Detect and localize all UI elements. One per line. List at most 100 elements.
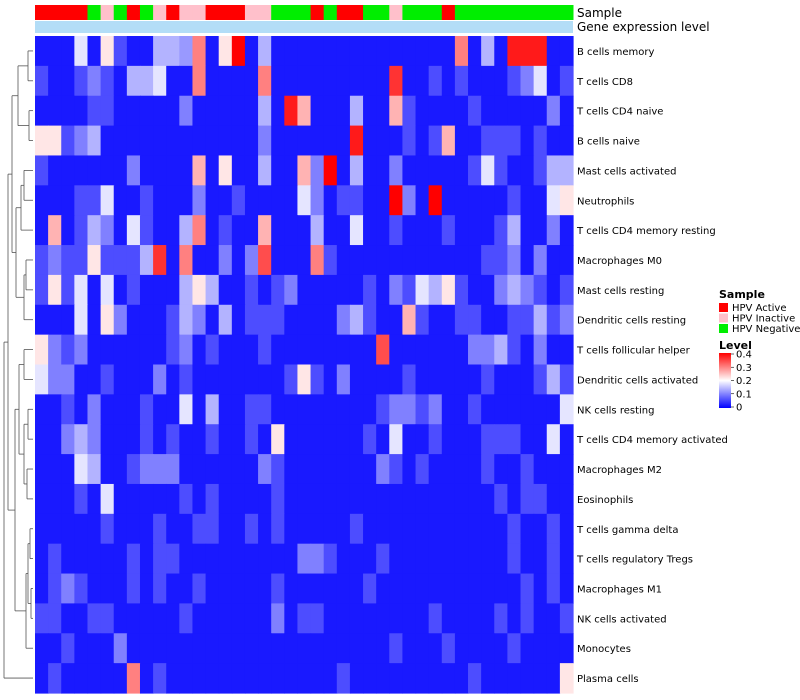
row-label: T cells CD4 memory activated	[576, 435, 728, 446]
heatmap-cell	[441, 364, 456, 395]
heatmap-cell	[468, 573, 482, 605]
row-label: NK cells resting	[577, 405, 654, 416]
heatmap-cell	[126, 65, 141, 97]
heatmap-cell	[494, 65, 508, 97]
heatmap-cell	[323, 573, 338, 605]
heatmap-cell	[218, 513, 233, 545]
heatmap-cell	[35, 125, 49, 157]
heatmap-cell	[389, 483, 404, 515]
heatmap-cell	[244, 633, 259, 664]
heatmap-cell	[74, 364, 89, 395]
level-tick-label: 0.1	[736, 389, 752, 400]
heatmap-cell	[454, 364, 469, 395]
heatmap-cell	[533, 424, 548, 455]
heatmap-cell	[310, 543, 325, 575]
heatmap-cell	[153, 573, 167, 605]
heatmap-cell	[468, 215, 482, 246]
heatmap-cell	[415, 424, 430, 455]
heatmap-cell	[231, 543, 246, 575]
heatmap-cell	[192, 36, 207, 67]
heatmap-cell	[218, 633, 233, 664]
heatmap-cell	[520, 155, 535, 186]
heatmap-cell	[310, 95, 325, 127]
heatmap-cell	[546, 513, 561, 545]
heatmap-cell	[284, 155, 299, 186]
heatmap-cell	[74, 424, 89, 455]
heatmap-cell	[402, 36, 417, 67]
heatmap-cell	[139, 603, 154, 634]
heatmap-cell	[48, 573, 62, 605]
heatmap-cell	[310, 155, 325, 186]
heatmap-cell	[48, 394, 62, 425]
heatmap-cell	[113, 36, 128, 67]
row-label: Macrophages M1	[577, 584, 662, 595]
heatmap-cell	[297, 573, 312, 605]
heatmap-cell	[481, 364, 495, 395]
heatmap-cell	[244, 483, 259, 515]
heatmap-cell	[205, 334, 220, 366]
heatmap-cell	[494, 603, 508, 634]
heatmap-cell	[61, 95, 75, 127]
heatmap-cell	[376, 274, 390, 306]
heatmap-cell	[166, 245, 180, 276]
heatmap-cell	[166, 185, 180, 216]
heatmap-cell	[218, 394, 233, 425]
heatmap-cell	[389, 245, 404, 276]
heatmap-cell	[61, 483, 75, 515]
heatmap-cell	[310, 424, 325, 455]
sample-legend-label: HPV Negative	[732, 324, 800, 335]
heatmap-cell	[559, 334, 574, 366]
heatmap-cell	[48, 36, 62, 67]
heatmap-cell	[297, 185, 312, 216]
sample-legend-swatch	[719, 324, 728, 333]
heatmap-cell	[258, 274, 272, 306]
heatmap-cell	[559, 663, 574, 694]
heatmap-cell	[507, 394, 522, 425]
heatmap-cell	[35, 95, 49, 127]
heatmap-cell	[507, 36, 522, 67]
heatmap-cell	[297, 543, 312, 575]
heatmap-cell	[284, 215, 299, 246]
heatmap-cell	[126, 424, 141, 455]
heatmap-cell	[428, 304, 443, 336]
heatmap-cell	[113, 215, 128, 246]
heatmap-cell	[349, 274, 364, 306]
heatmap-cell	[520, 274, 535, 306]
row-label: T cells CD4 memory resting	[576, 226, 716, 237]
heatmap-cell	[139, 185, 154, 216]
heatmap-cell	[363, 454, 377, 485]
heatmap-cell	[494, 364, 508, 395]
heatmap-cell	[336, 36, 351, 67]
heatmap-cell	[336, 95, 351, 127]
heatmap-cell	[363, 155, 377, 186]
heatmap-cell	[258, 95, 272, 127]
heatmap-cell	[297, 36, 312, 67]
heatmap-cell	[166, 36, 180, 67]
heatmap-cell	[507, 215, 522, 246]
heatmap-cell	[533, 304, 548, 336]
heatmap-cell	[507, 185, 522, 216]
heatmap-cell	[428, 603, 443, 634]
heatmap-cell	[323, 483, 338, 515]
heatmap-cell	[218, 304, 233, 336]
heatmap-cell	[323, 155, 338, 186]
heatmap-cell	[310, 36, 325, 67]
heatmap-cell	[376, 424, 390, 455]
heatmap-cell	[376, 633, 390, 664]
heatmap-cell	[271, 573, 285, 605]
heatmap-cell	[481, 454, 495, 485]
heatmap-cell	[441, 573, 456, 605]
heatmap-cell	[244, 155, 259, 186]
row-label: T cells follicular helper	[576, 346, 691, 357]
heatmap-cell	[336, 334, 351, 366]
level-tick-label: 0.4	[736, 350, 752, 361]
heatmap-cell	[454, 304, 469, 336]
heatmap-cell	[258, 483, 272, 515]
heatmap-cell	[244, 95, 259, 127]
heatmap-cell	[244, 274, 259, 306]
row-label: T cells regulatory Tregs	[576, 555, 693, 566]
heatmap-cell	[258, 364, 272, 395]
heatmap-cell	[258, 394, 272, 425]
heatmap-cell	[218, 245, 233, 276]
heatmap-cell	[35, 394, 49, 425]
